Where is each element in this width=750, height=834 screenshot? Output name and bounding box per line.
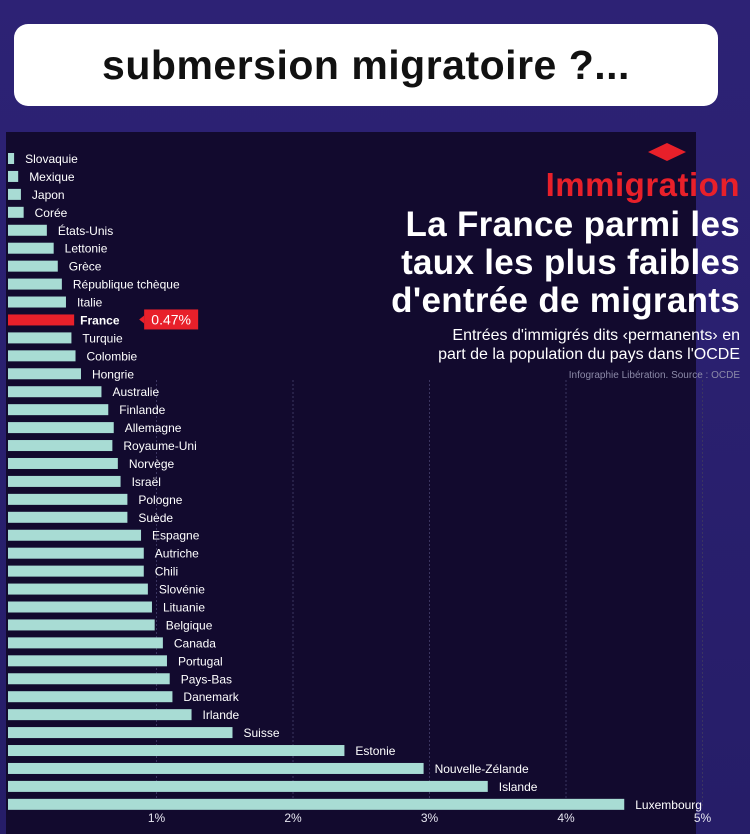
bar-label: Colombie [87,349,138,363]
bar-label: Irlande [203,708,240,722]
bar-label: Estonie [355,744,395,758]
bar [8,170,19,182]
x-tick-label: 5% [694,811,712,825]
bar [8,278,62,290]
headline-title-line: d'entrée de migrants [391,281,740,320]
bar [8,332,72,344]
bar-label: Slovaquie [25,152,78,166]
bar-label: Portugal [178,654,223,668]
bar [8,188,21,200]
bar [8,296,66,308]
bar [8,493,128,505]
bar [8,404,109,416]
caption-banner: submersion migratoire ?... [14,24,718,106]
headline-kicker: Immigration [545,166,740,203]
x-tick-label: 2% [284,811,302,825]
caption-text: submersion migratoire ?... [102,41,630,88]
bar [8,457,118,469]
bar [8,547,144,559]
bar-label: Mexique [29,170,75,184]
highlight-badge-pointer [139,315,145,324]
x-tick-label: 3% [421,811,439,825]
bar [8,727,233,739]
bar-label: Suède [138,511,173,525]
bar [8,206,24,218]
bar-label: Italie [77,296,103,310]
bar [8,655,167,667]
highlight-value-label: 0.47% [151,311,191,327]
bar-label: États-Unis [58,223,113,238]
bar-label: Luxembourg [635,798,702,812]
bar-label: Espagne [152,529,200,543]
bar [8,511,128,523]
bar [8,745,345,757]
bar [8,440,113,452]
subtitle-line: part de la population du pays dans l'OCD… [438,346,740,363]
bar-label: Grèce [69,260,102,274]
bar-label: Finlande [119,403,165,417]
bar-label: Australie [112,385,159,399]
bar-label: Pologne [138,493,182,507]
subtitle-line: Entrées d'immigrés dits ‹permanents› en [452,327,740,344]
bar [8,314,75,326]
bar [8,475,121,487]
bar-label: Turquie [82,331,123,345]
bar-label: Pays-Bas [181,672,232,686]
bar [8,153,15,164]
bar-label: Lituanie [163,601,205,615]
bar [8,780,488,792]
highlight-badge [144,309,199,330]
bar [8,619,155,631]
bar-label: Allemagne [125,421,182,435]
bar [8,583,148,595]
x-tick-label: 1% [148,811,166,825]
bar [8,529,142,541]
bar [8,637,163,649]
bar [8,386,102,398]
bar [8,798,625,810]
bar-label: Nouvelle-Zélande [435,762,529,776]
bar [8,709,192,721]
bar-label: Corée [35,206,68,220]
bar [8,422,114,434]
headline-title-line: taux les plus faibles [401,243,740,282]
bar [8,565,144,577]
bar-label: Canada [174,636,216,650]
bar-label: Hongrie [92,367,134,381]
source-credit: Infographie Libération. Source : OCDE [568,370,740,381]
bar-label: Islande [499,780,538,794]
bar-label: Lettonie [65,242,108,256]
bar-label: République tchèque [73,278,180,292]
bar [8,242,54,254]
bar [8,601,152,613]
bar-label: Danemark [183,690,239,704]
bar [8,762,424,774]
bar-label: Suisse [243,726,279,740]
headline-title-line: La France parmi les [405,205,740,244]
bar [8,260,58,272]
bar [8,673,170,685]
bar [8,350,76,362]
bar-label: Belgique [166,618,213,632]
headline-subtitle: Entrées d'immigrés dits ‹permanents› en … [438,326,740,364]
headline-title: La France parmi les taux les plus faible… [391,206,740,320]
bar-label: Royaume-Uni [123,439,196,453]
bar-label: Japon [32,188,65,202]
bar-label: Autriche [155,547,199,561]
bar [8,224,47,236]
bar [8,368,81,380]
liberation-logo-icon [648,143,686,161]
bar-label: Norvège [129,457,175,471]
x-tick-label: 4% [557,811,575,825]
bar-label: Slovénie [159,583,205,597]
bar-label: Chili [155,565,178,579]
bar [8,691,173,703]
bar-label: France [80,313,120,327]
bar-label: Israël [132,475,161,489]
